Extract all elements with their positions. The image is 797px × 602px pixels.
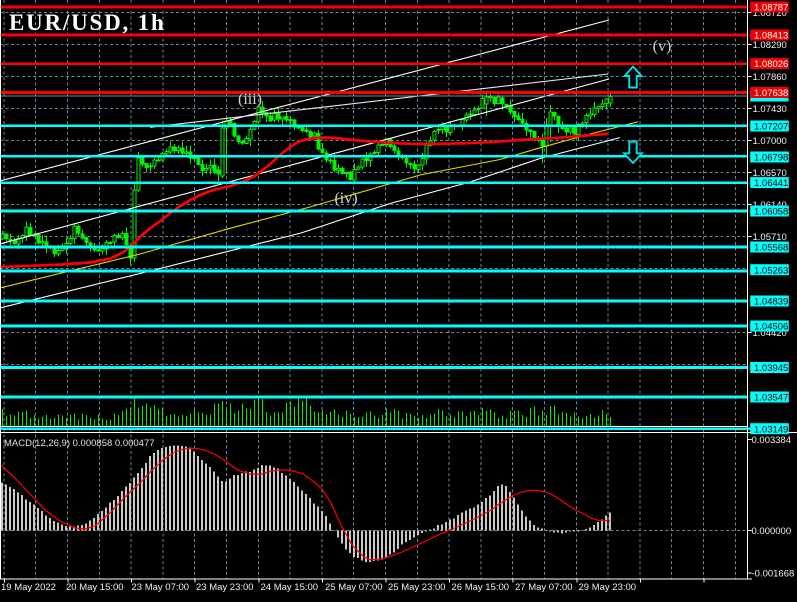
svg-text:19 May 2022: 19 May 2022 [1,582,56,593]
svg-text:1.07207: 1.07207 [754,122,788,133]
svg-text:1.07000: 1.07000 [753,136,787,147]
svg-text:1.04839: 1.04839 [754,297,788,308]
svg-text:0.003384: 0.003384 [752,435,792,446]
svg-text:(v): (v) [653,38,672,55]
svg-text:1.04420: 1.04420 [753,328,787,339]
svg-text:1.08290: 1.08290 [753,40,787,51]
svg-text:(iii): (iii) [238,91,262,108]
svg-text:1.05568: 1.05568 [754,243,788,254]
svg-text:(iv): (iv) [334,190,357,207]
svg-text:MACD(12,26,9) 0.000858 0.00047: MACD(12,26,9) 0.000858 0.000477 [4,438,155,449]
svg-text:1.04506: 1.04506 [754,322,788,333]
svg-text:23 May 07:00: 23 May 07:00 [132,582,190,593]
svg-text:26 May 15:00: 26 May 15:00 [452,582,510,593]
svg-text:1.07860: 1.07860 [753,72,787,83]
svg-text:1.03149: 1.03149 [754,424,788,435]
svg-text:1.06058: 1.06058 [754,207,788,218]
svg-text:20 May 15:00: 20 May 15:00 [66,582,124,593]
svg-text:EUR/USD, 1h: EUR/USD, 1h [9,10,166,35]
svg-text:27 May 07:00: 27 May 07:00 [515,582,573,593]
svg-text:24 May 15:00: 24 May 15:00 [261,582,319,593]
svg-text:1.07638: 1.07638 [754,88,788,99]
svg-text:1.03945: 1.03945 [754,363,788,374]
svg-text:25 May 23:00: 25 May 23:00 [388,582,446,593]
svg-text:1.06441: 1.06441 [754,178,788,189]
svg-text:25 May 07:00: 25 May 07:00 [325,582,383,593]
svg-text:1.05263: 1.05263 [754,265,788,276]
svg-text:1.05710: 1.05710 [753,232,787,243]
svg-text:1.08787: 1.08787 [754,3,788,14]
svg-text:1.06570: 1.06570 [753,168,787,179]
svg-text:1.06798: 1.06798 [754,153,788,164]
svg-text:1.08026: 1.08026 [754,59,788,70]
svg-text:1.03547: 1.03547 [754,393,788,404]
svg-text:1.07430: 1.07430 [753,104,787,115]
svg-text:29 May 23:00: 29 May 23:00 [579,582,637,593]
svg-text:0.000000: 0.000000 [752,526,792,537]
svg-text:1.08720: 1.08720 [753,8,787,19]
svg-text:1.08413: 1.08413 [754,31,788,42]
svg-text:23 May 23:00: 23 May 23:00 [196,582,254,593]
svg-text:-0.001668: -0.001668 [752,569,795,580]
